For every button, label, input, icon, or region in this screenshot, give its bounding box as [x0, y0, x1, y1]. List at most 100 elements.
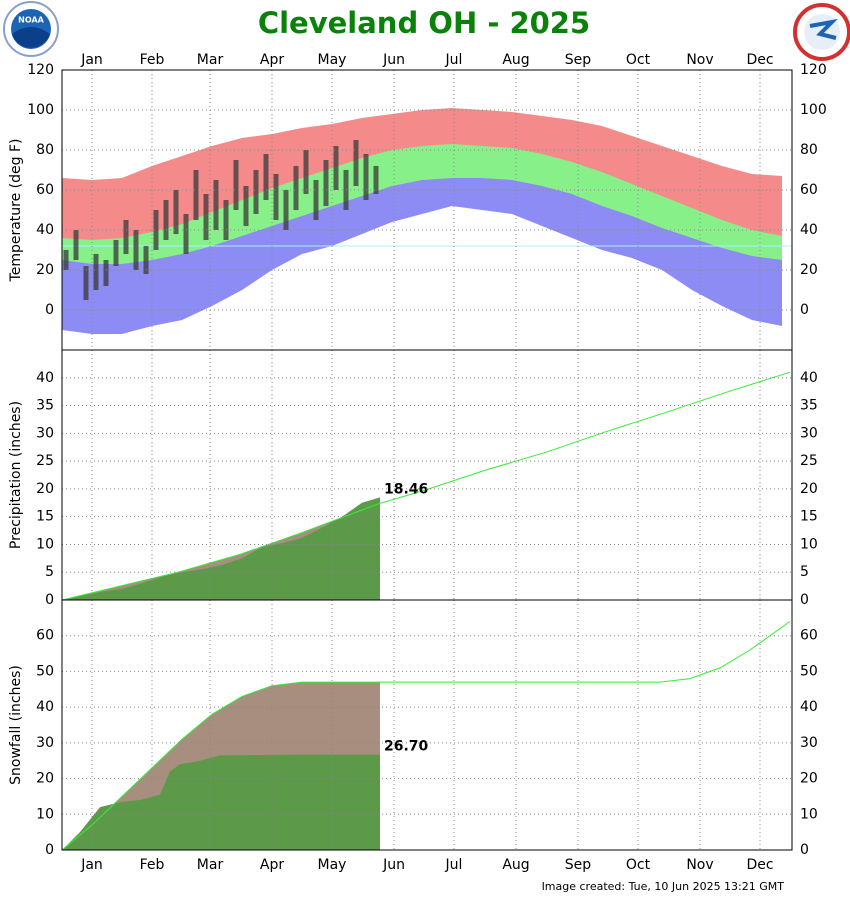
y-tick-label: 50 — [36, 663, 54, 679]
x-tick-label: Jun — [382, 52, 405, 68]
observed-bar — [113, 240, 119, 266]
value-label: 26.70 — [384, 739, 429, 755]
x-tick-label: Feb — [140, 857, 165, 873]
observed-bar — [203, 194, 209, 240]
y-tick-label: 80 — [36, 142, 54, 158]
panel: 26.70 0 0 10 10 20 20 30 30 40 40 50 50 60 60 Jan Feb Mar… — [8, 599, 818, 873]
observed-bar — [253, 170, 259, 214]
observed-bar — [233, 160, 239, 210]
observed-bar — [83, 266, 89, 300]
y-axis-label: Precipitation (inches) — [8, 401, 24, 549]
y-tick-label-right: 0 — [800, 842, 809, 858]
observed-bar — [333, 146, 339, 190]
y-tick-label: 60 — [36, 182, 54, 198]
y-tick-label-right: 15 — [800, 509, 818, 525]
y-tick-label-right: 50 — [800, 663, 818, 679]
y-tick-label-right: 20 — [800, 481, 818, 497]
panel-frame — [61, 349, 793, 601]
y-tick-label: 120 — [27, 62, 54, 78]
x-tick-label: Sep — [565, 857, 592, 873]
observed-bar — [103, 260, 109, 286]
panel: 18.46 0 0 5 5 10 10 15 15 20 20 25 25 30 30 35 35 40 40 Pre… — [8, 349, 818, 608]
observed-bar — [283, 190, 289, 230]
y-tick-label: 40 — [36, 699, 54, 715]
observed-bar — [73, 230, 79, 260]
x-tick-label: Apr — [260, 857, 284, 873]
nws-logo — [793, 3, 850, 61]
plot-area — [62, 108, 792, 350]
y-tick-label: 35 — [36, 398, 54, 414]
y-tick-label: 20 — [36, 771, 54, 787]
y-tick-label-right: 100 — [800, 102, 827, 118]
y-tick-label: 30 — [36, 735, 54, 751]
observed-bar — [363, 154, 369, 200]
observed-bar — [213, 180, 219, 230]
x-tick-label: Nov — [686, 52, 713, 68]
x-tick-label: Nov — [686, 857, 713, 873]
observed-bar — [273, 174, 279, 220]
y-tick-label-right: 10 — [800, 806, 818, 822]
y-tick-label: 10 — [36, 806, 54, 822]
y-tick-label: 0 — [45, 842, 54, 858]
y-tick-label-right: 30 — [800, 735, 818, 751]
y-tick-label: 100 — [27, 102, 54, 118]
x-tick-label: Apr — [260, 52, 284, 68]
observed-bar — [93, 254, 99, 290]
observed-bar — [263, 154, 269, 200]
y-tick-label: 20 — [36, 481, 54, 497]
y-tick-label-right: 40 — [800, 370, 818, 386]
x-tick-label: Jan — [80, 52, 103, 68]
x-tick-label: Feb — [140, 52, 165, 68]
chart-title: Cleveland OH - 2025 — [258, 6, 590, 40]
svg-text:NOAA: NOAA — [18, 16, 44, 25]
x-tick-label: Jul — [445, 52, 463, 68]
observed-bar — [173, 190, 179, 234]
observed-bar — [163, 200, 169, 240]
observed-bar — [243, 186, 249, 226]
y-tick-label-right: 20 — [800, 262, 818, 278]
noaa-logo: NOAA — [3, 1, 59, 57]
y-tick-label-right: 80 — [800, 142, 818, 158]
y-tick-label: 25 — [36, 453, 54, 469]
x-tick-label: Jan — [80, 857, 103, 873]
panel-frame — [61, 599, 793, 851]
y-tick-label: 10 — [36, 536, 54, 552]
plot-area — [62, 371, 791, 600]
y-tick-label-right: 60 — [800, 628, 818, 644]
y-tick-label-right: 40 — [800, 699, 818, 715]
x-tick-label: Jul — [445, 857, 463, 873]
x-tick-label: Dec — [746, 52, 773, 68]
x-tick-label: Oct — [626, 52, 651, 68]
observed-bar — [373, 166, 379, 194]
y-tick-label: 0 — [45, 302, 54, 318]
observed-area — [62, 754, 380, 850]
observed-bar — [193, 170, 199, 220]
y-tick-label-right: 5 — [800, 564, 809, 580]
y-tick-label-right: 60 — [800, 182, 818, 198]
value-label: 18.46 — [384, 481, 428, 497]
x-tick-label: Oct — [626, 857, 651, 873]
x-tick-label: Aug — [502, 857, 529, 873]
y-tick-label-right: 10 — [800, 536, 818, 552]
observed-bar — [313, 180, 319, 220]
plot-area — [62, 620, 791, 850]
x-tick-label: Mar — [197, 52, 224, 68]
x-tick-label: Dec — [746, 857, 773, 873]
observed-bar — [303, 150, 309, 194]
normal-line — [62, 371, 791, 600]
x-tick-label: Mar — [197, 857, 224, 873]
x-tick-label: Aug — [502, 52, 529, 68]
observed-bar — [153, 210, 159, 250]
x-tick-label: Sep — [565, 52, 592, 68]
observed-bar — [133, 230, 139, 270]
y-tick-label: 40 — [36, 222, 54, 238]
y-axis-label: Temperature (deg F) — [8, 139, 24, 283]
x-tick-label: May — [318, 52, 347, 68]
y-tick-label: 15 — [36, 509, 54, 525]
y-tick-label: 60 — [36, 628, 54, 644]
observed-bar — [223, 200, 229, 240]
observed-bar — [353, 140, 359, 186]
observed-bar — [183, 214, 189, 254]
observed-bar — [293, 166, 299, 210]
